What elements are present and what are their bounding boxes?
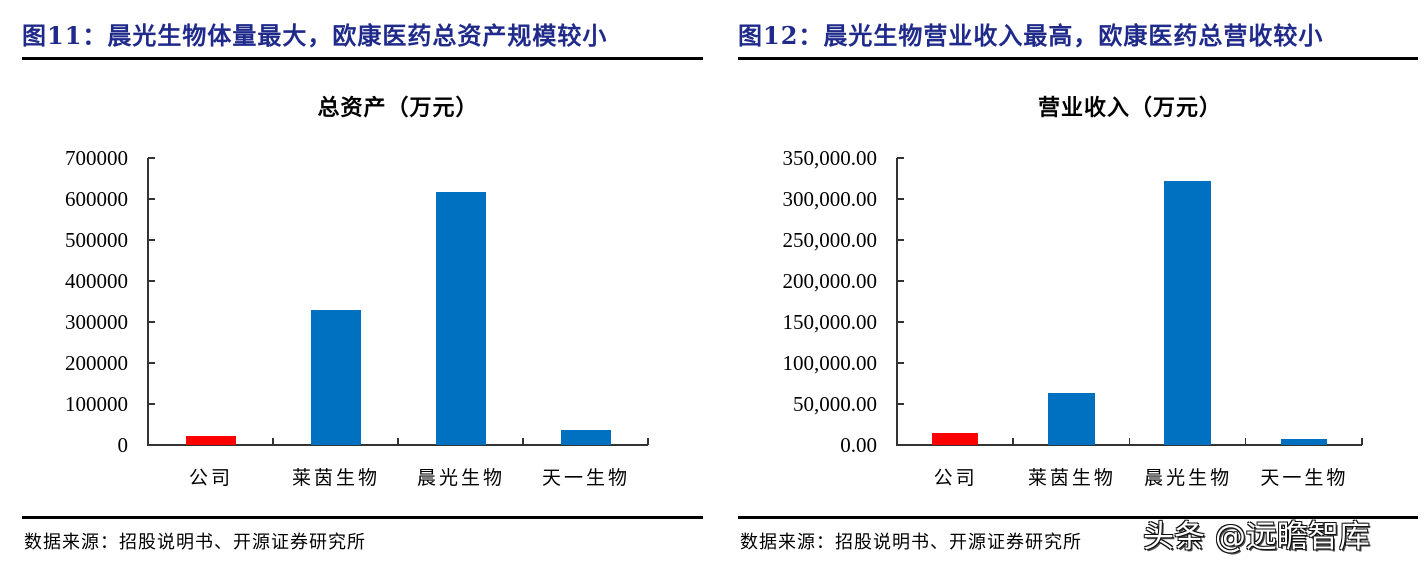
bar-0	[185, 435, 236, 445]
y-tick	[897, 362, 904, 364]
data-source: 数据来源：招股说明书、开源证券研究所	[740, 532, 1082, 553]
y-tick	[148, 444, 155, 446]
y-tick-label: 600000	[65, 187, 128, 211]
bar-0	[931, 432, 979, 445]
x-tick	[1012, 438, 1014, 445]
y-tick-label: 350,000.00	[782, 146, 878, 170]
title-rule	[22, 57, 703, 60]
y-tick	[148, 280, 155, 282]
bar-1	[1048, 393, 1095, 445]
y-tick	[897, 444, 904, 446]
x-tick	[272, 438, 274, 445]
y-tick	[148, 239, 155, 241]
y-tick	[148, 198, 155, 200]
x-tick	[647, 438, 649, 445]
y-tick	[148, 321, 155, 323]
x-category-label: 天一生物	[1260, 467, 1349, 489]
y-tick-label: 300,000.00	[782, 187, 878, 211]
y-tick-label: 200,000.00	[782, 269, 878, 293]
y-tick-label: 50,000.00	[793, 392, 877, 416]
x-tick	[522, 438, 524, 445]
chart-title: 营业收入（万元）	[1037, 95, 1222, 121]
y-tick	[897, 239, 904, 241]
chart-title: 总资产（万元）	[317, 95, 479, 121]
bar-1	[310, 309, 361, 445]
x-category-label: 公司	[188, 467, 233, 489]
bar-2	[1164, 180, 1211, 445]
x-category-label: 公司	[933, 467, 978, 489]
x-axis	[897, 444, 1362, 446]
data-source: 数据来源：招股说明书、开源证券研究所	[24, 532, 366, 553]
y-tick-label: 250,000.00	[782, 228, 878, 252]
title-rule	[738, 57, 1418, 60]
y-tick-label: 500000	[65, 228, 128, 252]
x-category-label: 天一生物	[541, 467, 630, 489]
x-tick	[1361, 438, 1363, 445]
footer-rule	[738, 516, 1418, 519]
y-axis	[896, 158, 898, 446]
y-tick	[148, 362, 155, 364]
y-tick	[148, 403, 155, 405]
bar-3	[1280, 438, 1328, 445]
figure-title: 图12：晨光生物营业收入最高，欧康医药总营收较小	[738, 21, 1324, 50]
y-tick-label: 300000	[65, 310, 128, 334]
y-tick	[897, 198, 904, 200]
x-category-label: 晨光生物	[1144, 467, 1233, 489]
y-tick	[897, 157, 904, 159]
watermark-text: 头条 @远瞻智库	[1143, 519, 1370, 555]
y-tick	[897, 280, 904, 282]
y-tick-label: 0.00	[840, 433, 877, 457]
x-axis	[148, 444, 648, 446]
x-category-label: 莱茵生物	[291, 467, 380, 489]
figure-11-panel: 图11：晨光生物体量最大，欧康医药总资产规模较小 总资产（万元） 0 100000…	[0, 0, 710, 569]
y-tick	[897, 403, 904, 405]
y-tick-label: 150,000.00	[782, 310, 878, 334]
x-tick	[1244, 438, 1247, 445]
bar-chart-total-assets: 0 100000 200000 300000 400000 500000 600000 700…	[0, 0, 710, 569]
x-tick	[1128, 438, 1130, 445]
footer-rule	[22, 516, 703, 519]
y-tick	[897, 321, 904, 323]
y-tick-label: 100,000.00	[782, 351, 878, 375]
y-tick-label: 700000	[65, 146, 128, 170]
figure-title: 图11：晨光生物体量最大，欧康医药总资产规模较小	[22, 21, 608, 50]
y-tick-label: 0	[117, 433, 129, 457]
y-tick-label: 200000	[65, 351, 128, 375]
y-axis	[147, 158, 149, 446]
y-tick	[148, 157, 155, 159]
x-category-label: 莱茵生物	[1027, 467, 1116, 489]
x-tick	[397, 438, 399, 445]
y-tick-label: 400000	[65, 269, 128, 293]
y-tick-label: 100000	[65, 392, 128, 416]
bar-3	[560, 429, 611, 445]
bar-2	[435, 192, 486, 445]
x-category-label: 晨光生物	[416, 467, 505, 489]
